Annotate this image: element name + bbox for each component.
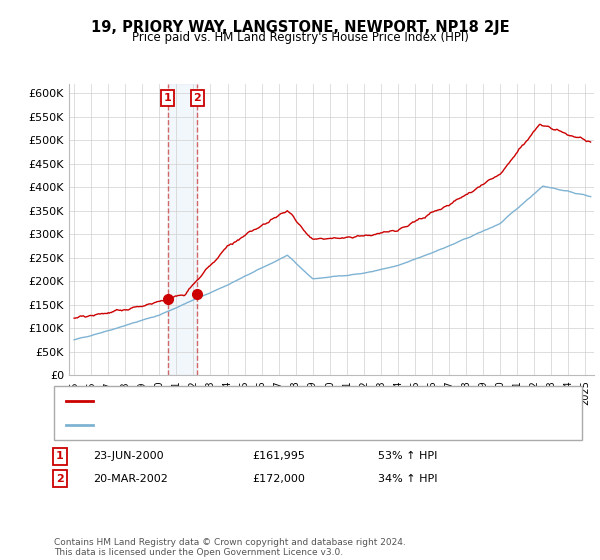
Text: Price paid vs. HM Land Registry's House Price Index (HPI): Price paid vs. HM Land Registry's House … — [131, 31, 469, 44]
Text: 1: 1 — [56, 451, 64, 461]
Text: 53% ↑ HPI: 53% ↑ HPI — [378, 451, 437, 461]
Text: Contains HM Land Registry data © Crown copyright and database right 2024.
This d: Contains HM Land Registry data © Crown c… — [54, 538, 406, 557]
Text: 2: 2 — [193, 93, 201, 102]
Text: 23-JUN-2000: 23-JUN-2000 — [93, 451, 164, 461]
Text: 1: 1 — [164, 93, 172, 102]
Text: 20-MAR-2002: 20-MAR-2002 — [93, 474, 168, 484]
Text: 2: 2 — [56, 474, 64, 484]
Text: 19, PRIORY WAY, LANGSTONE, NEWPORT, NP18 2JE: 19, PRIORY WAY, LANGSTONE, NEWPORT, NP18… — [91, 20, 509, 35]
Text: £172,000: £172,000 — [252, 474, 305, 484]
Text: 19, PRIORY WAY, LANGSTONE, NEWPORT, NP18 2JE (detached house): 19, PRIORY WAY, LANGSTONE, NEWPORT, NP18… — [99, 396, 478, 407]
Bar — [167, 84, 197, 375]
Text: £161,995: £161,995 — [252, 451, 305, 461]
Text: HPI: Average price, detached house, Newport: HPI: Average price, detached house, Newp… — [99, 419, 348, 430]
Text: 34% ↑ HPI: 34% ↑ HPI — [378, 474, 437, 484]
